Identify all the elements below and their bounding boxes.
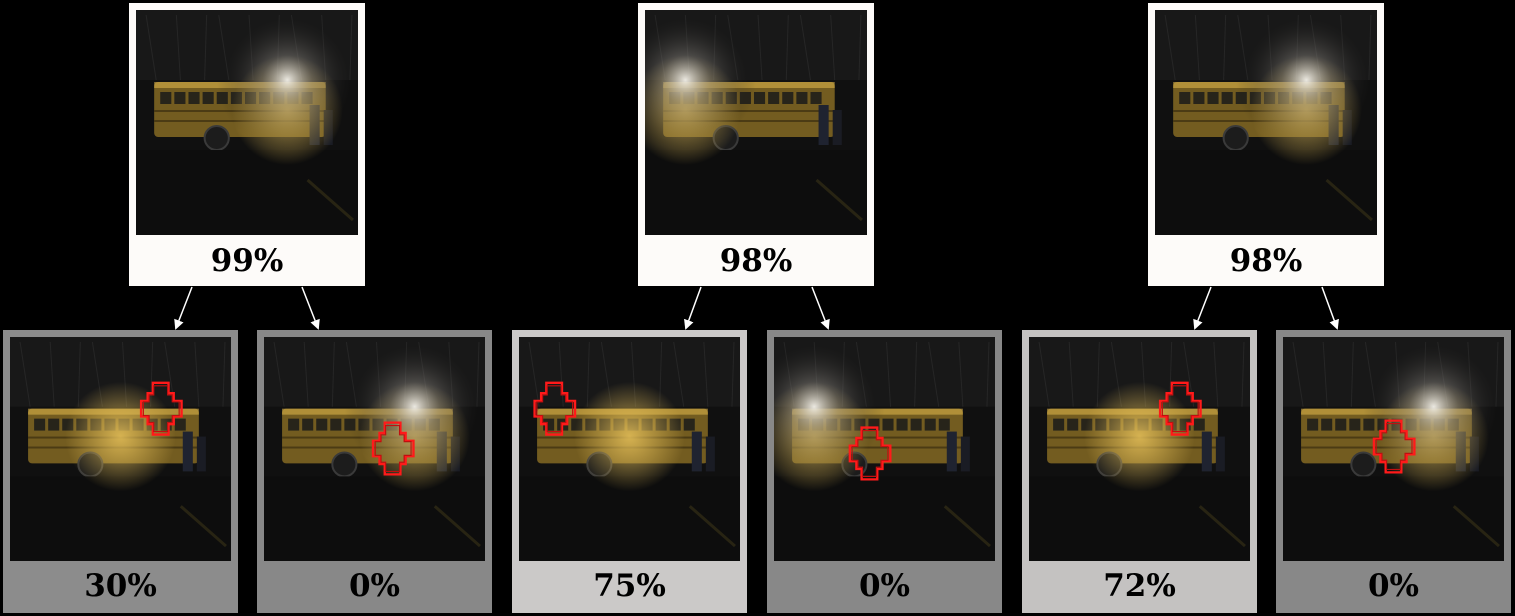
confidence-label: 0% bbox=[348, 568, 401, 604]
confidence-label: 75% bbox=[593, 568, 666, 604]
confidence-label: 0% bbox=[1367, 568, 1420, 604]
patched-bus-image bbox=[1283, 337, 1504, 561]
parent-card-1: 99% bbox=[129, 3, 365, 286]
bus-image bbox=[645, 10, 867, 235]
confidence-label: 98% bbox=[719, 243, 793, 279]
confidence-label: 0% bbox=[858, 568, 911, 604]
child-card-2a: 75% bbox=[512, 330, 747, 613]
patched-bus-image bbox=[774, 337, 995, 561]
bus-image bbox=[1155, 10, 1377, 235]
arrow bbox=[1321, 286, 1339, 330]
arrow bbox=[174, 286, 193, 330]
child-card-3a: 72% bbox=[1022, 330, 1257, 613]
confidence-label: 72% bbox=[1103, 568, 1176, 604]
confidence-label: 98% bbox=[1229, 243, 1303, 279]
parent-card-3: 98% bbox=[1148, 3, 1384, 286]
patched-bus-image bbox=[10, 337, 231, 561]
child-card-1b: 0% bbox=[257, 330, 492, 613]
confidence-label: 99% bbox=[210, 243, 284, 279]
patched-bus-image bbox=[264, 337, 485, 561]
arrow bbox=[811, 286, 830, 330]
patched-bus-image bbox=[1029, 337, 1250, 561]
child-card-2b: 0% bbox=[767, 330, 1002, 613]
arrow bbox=[301, 286, 320, 330]
arrow bbox=[684, 286, 702, 330]
child-card-3b: 0% bbox=[1276, 330, 1511, 613]
patched-bus-image bbox=[519, 337, 740, 561]
arrow bbox=[1193, 286, 1212, 330]
child-card-1a: 30% bbox=[3, 330, 238, 613]
bus-image bbox=[136, 10, 358, 235]
confidence-label: 30% bbox=[84, 568, 157, 604]
parent-card-2: 98% bbox=[638, 3, 874, 286]
